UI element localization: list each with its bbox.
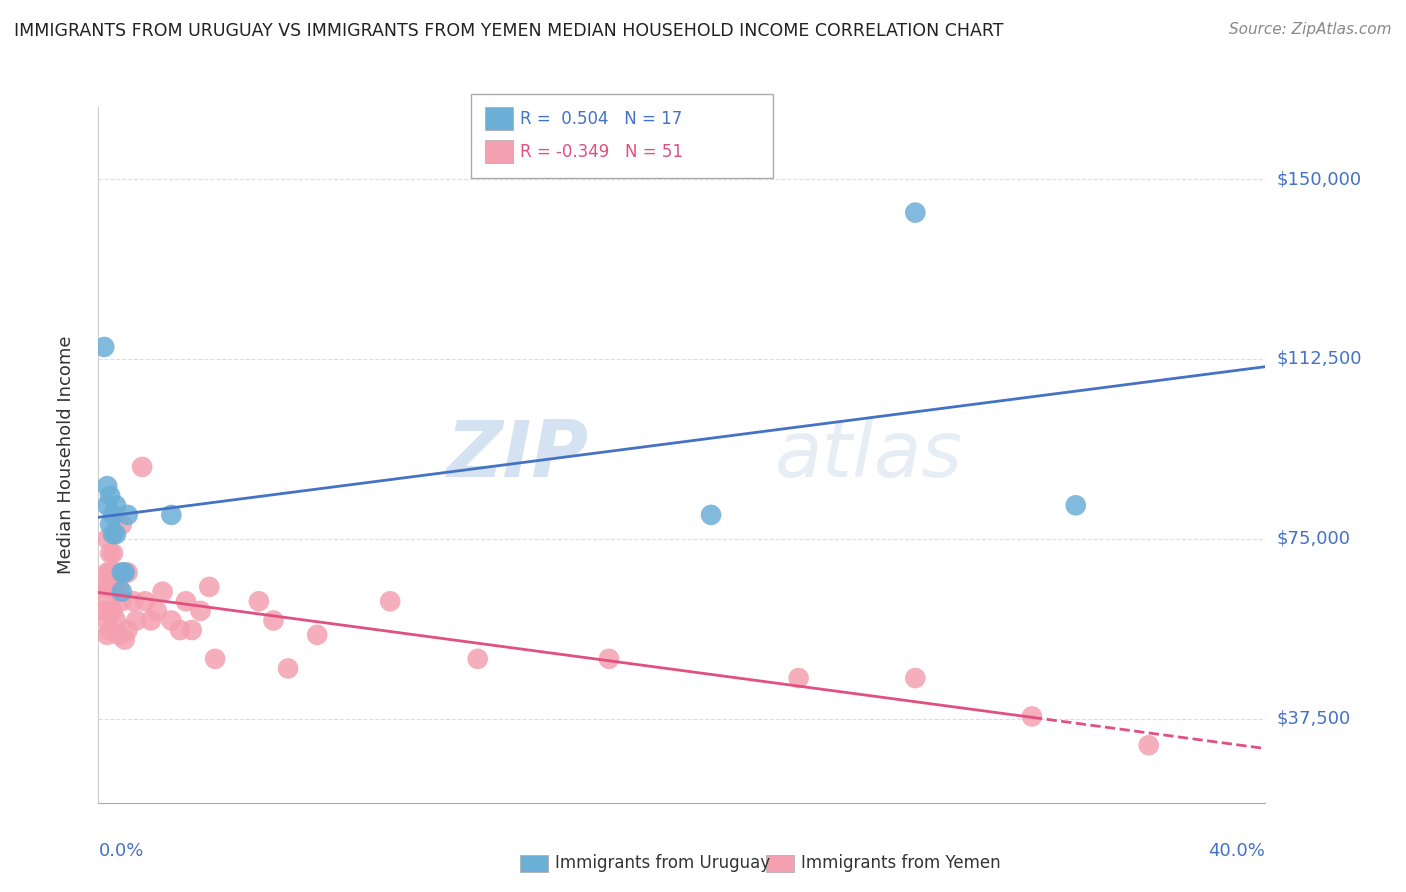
- Point: [108, 628, 131, 642]
- Point: [111, 584, 134, 599]
- Point: [467, 652, 489, 666]
- Point: [93, 594, 115, 608]
- Point: [96, 479, 118, 493]
- Text: Immigrants from Uruguay: Immigrants from Uruguay: [555, 855, 770, 872]
- Point: [378, 594, 402, 608]
- Point: [101, 604, 124, 618]
- Text: atlas: atlas: [775, 417, 963, 493]
- Point: [1137, 738, 1160, 752]
- Point: [152, 584, 174, 599]
- Point: [262, 614, 284, 628]
- Point: [307, 628, 329, 642]
- Point: [111, 594, 134, 608]
- Point: [114, 566, 136, 580]
- Point: [247, 594, 270, 608]
- Point: [904, 671, 927, 685]
- Point: [98, 489, 121, 503]
- Point: [114, 632, 136, 647]
- Point: [98, 517, 121, 532]
- Point: [96, 614, 118, 628]
- Point: [96, 566, 118, 580]
- Point: [134, 594, 156, 608]
- Point: [104, 566, 127, 580]
- Text: R =  0.504   N = 17: R = 0.504 N = 17: [520, 110, 682, 128]
- Text: $37,500: $37,500: [1277, 710, 1351, 728]
- Point: [204, 652, 226, 666]
- Text: Source: ZipAtlas.com: Source: ZipAtlas.com: [1229, 22, 1392, 37]
- Point: [598, 652, 620, 666]
- Point: [93, 604, 115, 618]
- Point: [108, 580, 131, 594]
- Point: [104, 498, 127, 512]
- Point: [787, 671, 810, 685]
- Text: $112,500: $112,500: [1277, 350, 1362, 368]
- Point: [98, 604, 121, 618]
- Point: [139, 614, 162, 628]
- Text: $150,000: $150,000: [1277, 170, 1361, 188]
- Point: [174, 594, 197, 608]
- Point: [98, 546, 121, 560]
- Point: [96, 532, 118, 546]
- Point: [104, 527, 127, 541]
- Text: ZIP: ZIP: [446, 417, 589, 493]
- Point: [101, 580, 124, 594]
- Point: [117, 508, 139, 522]
- Point: [190, 604, 212, 618]
- Point: [117, 623, 139, 637]
- Point: [277, 661, 299, 675]
- Point: [114, 566, 136, 580]
- Point: [101, 546, 124, 560]
- Point: [96, 498, 118, 512]
- Text: R = -0.349   N = 51: R = -0.349 N = 51: [520, 143, 683, 161]
- Text: 40.0%: 40.0%: [1209, 842, 1265, 860]
- Point: [93, 340, 115, 354]
- Point: [160, 508, 183, 522]
- Text: Immigrants from Yemen: Immigrants from Yemen: [801, 855, 1001, 872]
- Text: 0.0%: 0.0%: [98, 842, 143, 860]
- Point: [93, 580, 115, 594]
- Point: [101, 527, 124, 541]
- Point: [104, 614, 127, 628]
- Point: [146, 604, 169, 618]
- Point: [98, 623, 121, 637]
- Point: [111, 517, 134, 532]
- Point: [117, 566, 139, 580]
- Point: [111, 566, 134, 580]
- Text: $75,000: $75,000: [1277, 530, 1351, 548]
- Point: [198, 580, 221, 594]
- Point: [169, 623, 191, 637]
- Point: [98, 566, 121, 580]
- Point: [101, 508, 124, 522]
- Point: [1064, 498, 1087, 512]
- Point: [180, 623, 202, 637]
- Point: [125, 614, 148, 628]
- Point: [160, 614, 183, 628]
- Point: [904, 205, 927, 219]
- Text: IMMIGRANTS FROM URUGUAY VS IMMIGRANTS FROM YEMEN MEDIAN HOUSEHOLD INCOME CORRELA: IMMIGRANTS FROM URUGUAY VS IMMIGRANTS FR…: [14, 22, 1004, 40]
- Point: [122, 594, 145, 608]
- Point: [131, 459, 153, 474]
- Y-axis label: Median Household Income: Median Household Income: [56, 335, 75, 574]
- Point: [1021, 709, 1043, 723]
- Point: [96, 580, 118, 594]
- Point: [96, 628, 118, 642]
- Point: [700, 508, 723, 522]
- Point: [104, 584, 127, 599]
